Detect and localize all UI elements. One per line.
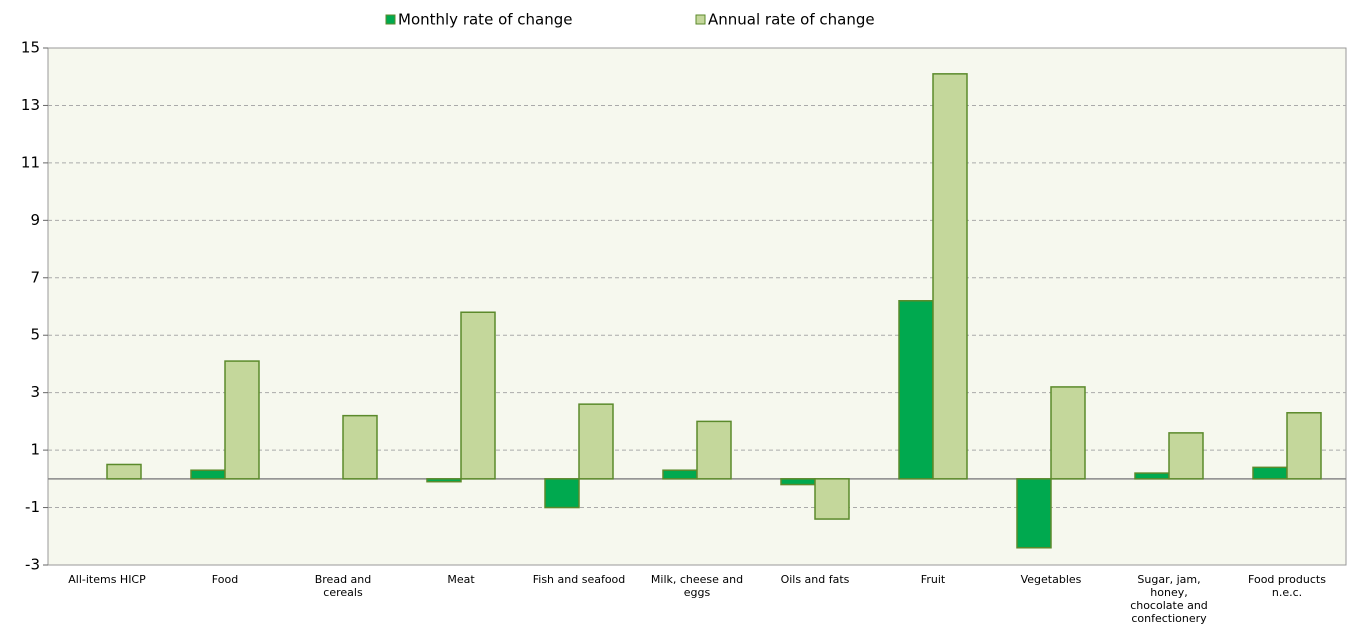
x-tick-label: Meat (447, 573, 475, 586)
bar (696, 420, 732, 480)
bar (1252, 466, 1288, 480)
y-tick-label: -1 (25, 498, 40, 516)
bar (426, 478, 462, 483)
bar (1134, 472, 1170, 480)
bar (544, 478, 580, 509)
y-tick-label: 7 (30, 268, 40, 286)
y-tick-label: 5 (30, 326, 40, 344)
bar (106, 463, 142, 480)
plot-area (47, 47, 1347, 566)
bar (814, 478, 850, 520)
bar (224, 360, 260, 480)
bar (460, 311, 496, 480)
bar (342, 414, 378, 480)
x-tick-label: Fruit (920, 573, 946, 586)
bar (780, 478, 816, 486)
bar (662, 469, 698, 480)
y-tick-label: 9 (30, 211, 40, 229)
x-tick-label: Bread and cereals (314, 573, 372, 599)
bar (932, 73, 968, 480)
y-tick-label: 1 (30, 441, 40, 459)
y-tick-label: 11 (21, 153, 40, 171)
bar (1050, 386, 1086, 480)
x-tick-label: Vegetables (1020, 573, 1082, 586)
x-tick-label: Milk, cheese and eggs (650, 573, 744, 599)
bar (190, 469, 226, 480)
bar (898, 300, 934, 480)
y-tick-label: -3 (25, 556, 40, 574)
legend-swatch (385, 14, 396, 25)
y-tick-label: 13 (21, 96, 40, 114)
legend-label: Annual rate of change (708, 11, 875, 29)
legend-label: Monthly rate of change (398, 11, 573, 29)
legend-swatch (695, 14, 706, 25)
bar (1286, 412, 1322, 480)
bar (578, 403, 614, 480)
y-tick-label: 3 (30, 383, 40, 401)
y-tick-label: 15 (21, 39, 40, 57)
x-tick-label: Sugar, jam, honey, chocolate and confect… (1130, 573, 1208, 625)
bar (1168, 432, 1204, 480)
bar (1016, 478, 1052, 549)
x-tick-label: Fish and seafood (532, 573, 626, 586)
x-tick-label: All-items HICP (68, 573, 146, 586)
x-tick-label: Food products n.e.c. (1248, 573, 1326, 599)
x-tick-label: Food (211, 573, 239, 586)
x-tick-label: Oils and fats (780, 573, 850, 586)
